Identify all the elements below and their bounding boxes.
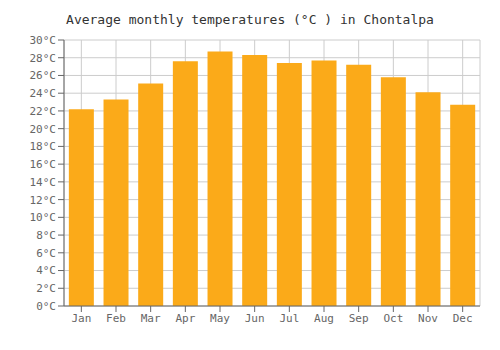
svg-text:20°C: 20°C: [30, 123, 57, 136]
svg-text:12°C: 12°C: [30, 194, 57, 207]
svg-text:6°C: 6°C: [36, 247, 56, 260]
svg-text:Jul: Jul: [279, 312, 299, 325]
svg-text:May: May: [210, 312, 230, 325]
svg-text:Aug: Aug: [314, 312, 334, 325]
svg-text:Oct: Oct: [383, 312, 403, 325]
svg-text:Sep: Sep: [349, 312, 369, 325]
svg-text:Apr: Apr: [175, 312, 195, 325]
svg-text:2°C: 2°C: [36, 282, 56, 295]
svg-text:14°C: 14°C: [30, 176, 57, 189]
svg-text:Mar: Mar: [141, 312, 161, 325]
html-text:Average monthly temperatures (: Average monthly temperatures (°C ) in Ch…: [66, 12, 434, 27]
svg-text:10°C: 10°C: [30, 211, 57, 224]
svg-text:0°C: 0°C: [36, 300, 56, 313]
svg-text:Feb: Feb: [106, 312, 126, 325]
svg-text:8°C: 8°C: [36, 229, 56, 242]
svg-text:26°C: 26°C: [30, 69, 57, 82]
svg-text:28°C: 28°C: [30, 52, 57, 65]
svg-text:Jan: Jan: [71, 312, 91, 325]
svg-text:4°C: 4°C: [36, 264, 56, 277]
svg-text:18°C: 18°C: [30, 140, 57, 153]
svg-text:22°C: 22°C: [30, 105, 57, 118]
svg-text:24°C: 24°C: [30, 87, 57, 100]
svg-text:Dec: Dec: [453, 312, 473, 325]
svg-text:Nov: Nov: [418, 312, 438, 325]
svg-text:Jun: Jun: [245, 312, 265, 325]
svg-text:30°C: 30°C: [30, 34, 57, 47]
svg-text:16°C: 16°C: [30, 158, 57, 171]
